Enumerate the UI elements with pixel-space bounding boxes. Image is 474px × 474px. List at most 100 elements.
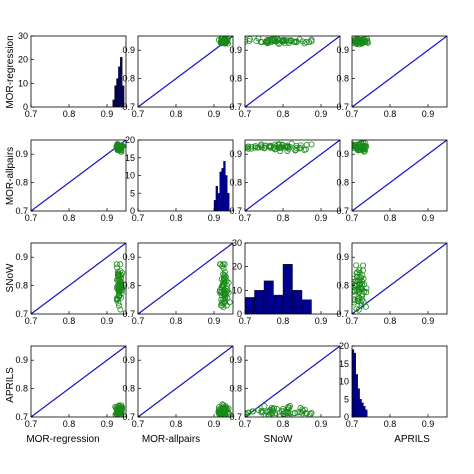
data-point xyxy=(219,39,226,46)
data-point xyxy=(360,262,367,269)
data-point xyxy=(117,261,124,268)
y-tick-label: 0.7 xyxy=(15,309,28,319)
data-point xyxy=(359,296,366,303)
panel-frame xyxy=(30,345,127,418)
data-point xyxy=(114,268,121,275)
y-tick-label: 0.7 xyxy=(336,309,349,319)
data-point xyxy=(116,147,123,154)
panel-frame xyxy=(244,139,341,212)
data-point xyxy=(284,144,291,151)
x-tick-label: 0.8 xyxy=(170,419,183,429)
diagonal-line xyxy=(31,243,126,314)
data-point xyxy=(255,407,262,414)
x-tick-label: 0.9 xyxy=(101,213,114,223)
panel-r2-c1: 0.70.7 0.8 0.8 0.9 0.9 xyxy=(15,139,127,223)
panel-r3-c3: 0 10 20 30 0.7 0.8 0.9 xyxy=(232,238,341,326)
data-point xyxy=(248,143,255,150)
data-point xyxy=(116,286,123,293)
data-point xyxy=(114,406,121,413)
data-point xyxy=(352,37,355,44)
data-point xyxy=(220,278,227,285)
y-tick-label: 0.9 xyxy=(15,149,28,159)
panel-plot-area xyxy=(138,346,233,417)
x-tick-label: 0.8 xyxy=(63,109,76,119)
panel-plot-area xyxy=(352,349,368,417)
data-point xyxy=(356,295,363,302)
hist-bar xyxy=(292,290,303,314)
x-tick-label: 0.7 xyxy=(239,316,252,326)
data-point xyxy=(272,141,279,148)
data-point xyxy=(117,306,124,313)
panel-frame xyxy=(137,139,234,212)
data-point xyxy=(275,141,282,148)
data-point xyxy=(296,36,303,43)
data-point xyxy=(116,402,123,409)
data-point xyxy=(254,144,261,151)
data-point xyxy=(291,39,298,46)
data-point xyxy=(116,142,123,149)
diagonal-line xyxy=(352,140,447,211)
data-point xyxy=(116,302,123,309)
hist-bar xyxy=(227,193,230,211)
data-point xyxy=(302,146,309,153)
data-point xyxy=(352,142,355,149)
data-point xyxy=(362,140,369,147)
x-tick-label: 0.8 xyxy=(277,419,290,429)
data-point xyxy=(114,143,121,150)
diagonal-line xyxy=(245,346,340,417)
x-tick-label: 0.9 xyxy=(315,316,328,326)
data-point xyxy=(116,410,123,417)
hist-bar xyxy=(361,402,364,417)
x-tick-label: 0.7 xyxy=(132,316,145,326)
data-point xyxy=(265,412,272,417)
panel-frame xyxy=(244,242,341,315)
panel-frame xyxy=(137,242,234,315)
hist-bar xyxy=(116,78,119,107)
data-point xyxy=(218,292,225,299)
panel-r1-c3: 0.70.7 0.8 0.8 0.9 0.9 xyxy=(229,35,341,119)
y-tick-label: 0.8 xyxy=(15,281,28,291)
x-tick-label: 0.9 xyxy=(101,419,114,429)
y-tick-label: 0 xyxy=(237,309,242,319)
x-tick-label: 0.9 xyxy=(101,109,114,119)
data-point xyxy=(279,408,286,415)
y-tick-label: 10 xyxy=(232,285,242,295)
x-tick-label: 0.9 xyxy=(422,109,435,119)
hist-bar xyxy=(221,168,224,211)
row-label-4: APRILS xyxy=(5,367,16,403)
panel-r1-c2: 0.70.7 0.8 0.8 0.9 0.9 xyxy=(122,35,234,119)
data-point xyxy=(353,270,360,277)
panel-r2-c3: 0.70.7 0.8 0.8 0.9 0.9 xyxy=(229,139,341,223)
data-point xyxy=(352,38,359,45)
diagonal-line xyxy=(245,36,340,107)
hist-bar xyxy=(245,297,255,314)
panel-plot-area xyxy=(352,243,447,314)
col-label-4: APRILS xyxy=(394,434,430,445)
data-point xyxy=(293,144,300,151)
y-tick-label: 0.8 xyxy=(336,281,349,291)
panel-plot-area xyxy=(31,346,126,417)
panel-plot-area xyxy=(245,346,340,417)
y-tick-label: 20 xyxy=(18,55,28,65)
data-point xyxy=(259,408,266,415)
y-tick-label: 20 xyxy=(339,341,349,351)
panel-r4-c3: 0.70.7 0.8 0.8 0.9 0.9 xyxy=(229,345,341,429)
panel-r3-c2: 0.70.7 0.8 0.8 0.9 0.9 xyxy=(122,242,234,326)
hist-bar xyxy=(217,193,220,211)
y-tick-label: 0.9 xyxy=(122,252,135,262)
col-label-3: SNoW xyxy=(264,434,293,445)
data-point xyxy=(225,409,232,416)
panel-r4-c1: 0.70.7 0.8 0.8 0.9 0.9 xyxy=(15,345,127,429)
x-tick-label: 0.7 xyxy=(25,419,38,429)
y-tick-label: 0.9 xyxy=(229,45,242,55)
y-tick-label: 0.9 xyxy=(229,149,242,159)
hist-bar xyxy=(225,175,228,211)
x-tick-label: 0.7 xyxy=(25,213,38,223)
data-point xyxy=(115,410,122,417)
data-point xyxy=(358,302,365,309)
data-point xyxy=(258,407,265,414)
data-point xyxy=(215,409,222,416)
data-point xyxy=(246,37,253,44)
data-point xyxy=(245,409,252,416)
y-tick-label: 5 xyxy=(130,188,135,198)
